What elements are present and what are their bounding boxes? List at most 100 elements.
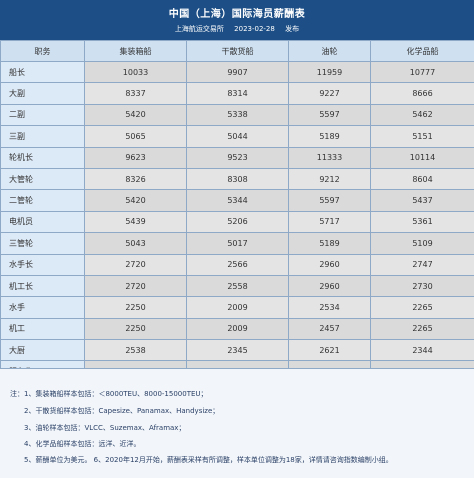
salary-cell: 5043 bbox=[85, 233, 187, 254]
salary-cell: 10114 bbox=[371, 147, 474, 168]
salary-cell: 2009 bbox=[187, 297, 289, 318]
salary-cell: 5065 bbox=[85, 126, 187, 147]
salary-cell: 8314 bbox=[187, 83, 289, 104]
role-cell: 大管轮 bbox=[1, 168, 85, 189]
role-cell: 水手长 bbox=[1, 254, 85, 275]
report-header: 中国（上海）国际海员薪酬表 上海航运交易所 2023-02-28 发布 bbox=[0, 0, 474, 40]
role-cell: 二副 bbox=[1, 104, 85, 125]
salary-cell: 2538 bbox=[85, 340, 187, 361]
column-header: 干散货船 bbox=[187, 41, 289, 62]
salary-cell: 5717 bbox=[289, 211, 371, 232]
salary-cell: 5206 bbox=[187, 211, 289, 232]
salary-cell: 5017 bbox=[187, 233, 289, 254]
role-cell: 船长 bbox=[1, 62, 85, 83]
salary-cell: 2566 bbox=[187, 254, 289, 275]
salary-cell: 5109 bbox=[371, 233, 474, 254]
role-cell: 大副 bbox=[1, 83, 85, 104]
salary-cell: 2720 bbox=[85, 275, 187, 296]
salary-cell: 9523 bbox=[187, 147, 289, 168]
role-cell: 水手 bbox=[1, 297, 85, 318]
table-header-row: 职务集装箱船干散货船油轮化学品船 bbox=[1, 41, 474, 62]
salary-cell: 10033 bbox=[85, 62, 187, 83]
salary-cell: 2747 bbox=[371, 254, 474, 275]
salary-cell: 2457 bbox=[289, 318, 371, 339]
publish-label: 发布 bbox=[285, 25, 299, 33]
salary-cell: 2960 bbox=[289, 275, 371, 296]
salary-cell: 11959 bbox=[289, 62, 371, 83]
salary-cell: 5437 bbox=[371, 190, 474, 211]
salary-cell: 2621 bbox=[289, 340, 371, 361]
salary-cell: 2265 bbox=[371, 297, 474, 318]
salary-cell: 2250 bbox=[85, 297, 187, 318]
salary-cell: 8666 bbox=[371, 83, 474, 104]
salary-cell: 2009 bbox=[187, 318, 289, 339]
salary-cell: 2265 bbox=[371, 318, 474, 339]
column-header: 油轮 bbox=[289, 41, 371, 62]
salary-cell: 2534 bbox=[289, 297, 371, 318]
note-line: 4、化学品船样本包括：远洋、近洋。 bbox=[24, 439, 140, 449]
salary-cell: 8337 bbox=[85, 83, 187, 104]
salary-cell: 2558 bbox=[187, 275, 289, 296]
note-line: 5、薪酬单位为美元。 6、2020年12月开始，薪酬表采样有所调整，样本单位调整… bbox=[24, 455, 393, 465]
salary-cell: 5044 bbox=[187, 126, 289, 147]
salary-cell: 5462 bbox=[371, 104, 474, 125]
salary-cell: 11333 bbox=[289, 147, 371, 168]
role-cell: 电机员 bbox=[1, 211, 85, 232]
salary-cell: 5344 bbox=[187, 190, 289, 211]
column-header: 集装箱船 bbox=[85, 41, 187, 62]
role-cell: 三副 bbox=[1, 126, 85, 147]
salary-cell: 5420 bbox=[85, 190, 187, 211]
salary-cell: 8308 bbox=[187, 168, 289, 189]
note-line: 3、油轮样本包括：VLCC、Suzemax、Aframax； bbox=[24, 423, 185, 433]
salary-cell: 5189 bbox=[289, 233, 371, 254]
salary-cell: 5420 bbox=[85, 104, 187, 125]
salary-cell: 2960 bbox=[289, 254, 371, 275]
salary-cell: 10777 bbox=[371, 62, 474, 83]
salary-cell: 5439 bbox=[85, 211, 187, 232]
column-header: 化学品船 bbox=[371, 41, 474, 62]
notes-section: 注： 1、集装箱船样本包括：＜8000TEU、8000-15000TEU； 2、干… bbox=[0, 368, 474, 478]
note-line: 2、干散货船样本包括：Capesize、Panamax、Handysize； bbox=[24, 406, 219, 416]
salary-cell: 9623 bbox=[85, 147, 187, 168]
source-label: 上海航运交易所 bbox=[175, 25, 224, 33]
salary-cell: 2720 bbox=[85, 254, 187, 275]
column-header: 职务 bbox=[1, 41, 85, 62]
salary-cell: 9212 bbox=[289, 168, 371, 189]
note-line: 1、集装箱船样本包括：＜8000TEU、8000-15000TEU； bbox=[24, 389, 208, 399]
date-label: 2023-02-28 bbox=[234, 25, 275, 33]
role-cell: 机工长 bbox=[1, 275, 85, 296]
salary-cell: 2345 bbox=[187, 340, 289, 361]
salary-cell: 2344 bbox=[371, 340, 474, 361]
salary-cell: 5597 bbox=[289, 104, 371, 125]
salary-cell: 5189 bbox=[289, 126, 371, 147]
role-cell: 大厨 bbox=[1, 340, 85, 361]
salary-cell: 5361 bbox=[371, 211, 474, 232]
role-cell: 轮机长 bbox=[1, 147, 85, 168]
role-cell: 机工 bbox=[1, 318, 85, 339]
role-cell: 二管轮 bbox=[1, 190, 85, 211]
notes-prefix: 注： bbox=[10, 389, 24, 399]
salary-cell: 9227 bbox=[289, 83, 371, 104]
salary-cell: 2730 bbox=[371, 275, 474, 296]
salary-cell: 2250 bbox=[85, 318, 187, 339]
salary-cell: 5151 bbox=[371, 126, 474, 147]
salary-cell: 9907 bbox=[187, 62, 289, 83]
salary-cell: 5597 bbox=[289, 190, 371, 211]
salary-cell: 5338 bbox=[187, 104, 289, 125]
report-subtitle: 上海航运交易所 2023-02-28 发布 bbox=[0, 24, 474, 34]
role-cell: 三管轮 bbox=[1, 233, 85, 254]
